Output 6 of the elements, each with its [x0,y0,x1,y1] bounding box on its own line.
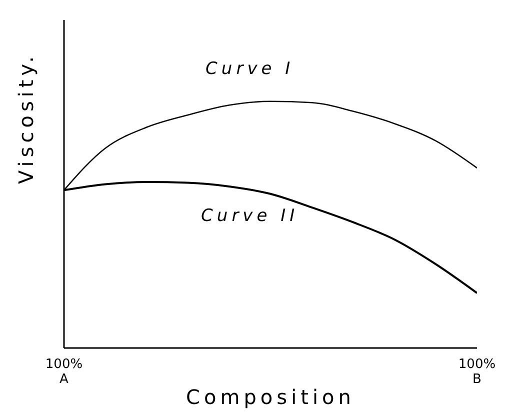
series-label: Curve I [206,59,294,80]
y-axis-title: Viscosity. [14,52,38,184]
x-axis-title: Composition [186,385,355,409]
x-tick-label: 100% A [45,357,83,387]
series-label: Curve II [201,206,299,226]
x-tick-label: 100% B [458,357,496,387]
